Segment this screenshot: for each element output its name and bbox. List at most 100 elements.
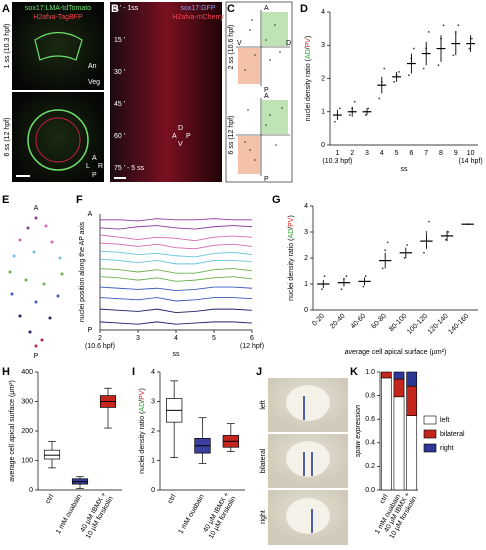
x-tick-label: 3	[365, 150, 369, 157]
x-axis-label: ss	[173, 351, 181, 358]
embryo	[286, 385, 330, 421]
panel-label: D	[300, 3, 308, 15]
y-axis-label-part: PV	[305, 38, 312, 48]
x-tick-label: 4	[174, 335, 178, 342]
x-tick-label: 140-160	[447, 313, 470, 336]
data-point	[470, 37, 473, 40]
y-axis-label: nuclei density ratio (AD/PV)	[288, 215, 295, 301]
x-tick-label: 4	[380, 150, 384, 157]
y-axis-label-part: nuclei density ratio (	[305, 58, 312, 121]
series-line	[99, 225, 253, 230]
y-axis-label-part: PV	[288, 217, 295, 227]
bar-segment	[380, 377, 392, 491]
legend-label: right	[440, 445, 454, 452]
x-tick-label: 5	[212, 335, 216, 342]
bar-segment	[380, 371, 392, 379]
group-label: right	[260, 510, 267, 524]
series-line	[99, 308, 253, 314]
micrograph	[110, 2, 222, 182]
axis-label: P	[264, 176, 269, 183]
data-point	[408, 74, 410, 77]
data-point	[398, 70, 400, 73]
y-tick-label: 1.0	[365, 369, 375, 376]
x-tick-label: 20-40	[329, 313, 347, 331]
outline	[35, 117, 81, 163]
data-point	[362, 285, 365, 288]
data-point	[393, 80, 395, 83]
y-tick-label: 0.6	[365, 416, 375, 423]
y-tick-label: 3	[321, 42, 325, 49]
data-point	[427, 31, 430, 33]
panel-c: 2 ss (10.6 hpf) 6 ss (12 hpf) A P V D A …	[225, 1, 293, 183]
axis-label: R	[98, 163, 103, 170]
quadrant	[238, 48, 260, 84]
panel-label: I	[132, 366, 135, 378]
label: sox17:GFP	[180, 5, 215, 12]
y-tick-label: 0	[321, 142, 325, 149]
bar-segment	[393, 378, 405, 398]
x-tick-label: 6	[250, 335, 254, 342]
panel-label: K	[350, 366, 358, 378]
embryo	[286, 441, 330, 477]
y-axis-label: nuclei density ratio (AD/PV)	[305, 36, 312, 122]
y-axis-label-part: AD	[139, 402, 146, 412]
y-tick-label: 4	[321, 9, 325, 16]
y-axis-label: nuclei density ratio (AD/PV)	[139, 388, 146, 474]
legend-swatch	[423, 443, 437, 453]
panel-j: left bilateral right	[260, 378, 348, 545]
data-point	[444, 238, 447, 241]
data-point	[425, 231, 428, 233]
y-axis-label-part: )	[139, 388, 146, 390]
series-line	[99, 268, 253, 274]
y-axis-label-part: PV	[139, 390, 146, 400]
data-point	[339, 107, 341, 110]
y-tick-label: 300	[21, 398, 33, 405]
panel-label: H	[2, 366, 10, 378]
y-axis-label: average cell apical surface (µm²)	[9, 380, 16, 482]
dots	[244, 19, 283, 161]
stage-label: 6 ss (12 hpf)	[228, 116, 235, 155]
y-tick-label: 1	[321, 109, 325, 116]
x-tick-label: 7	[424, 150, 428, 157]
data-point	[452, 54, 455, 57]
outline	[27, 109, 89, 171]
data-point	[437, 64, 440, 67]
time-label: 15 '	[114, 37, 125, 44]
axis-label: D	[178, 125, 183, 132]
frame	[225, 1, 293, 183]
y-tick-label: 400	[21, 369, 33, 376]
panel-label: J	[256, 366, 262, 378]
bar-segment	[406, 385, 418, 416]
data-point	[367, 107, 370, 110]
x-axis-label: average cell apical surface (µm²)	[345, 349, 447, 356]
legend-label: bilateral	[440, 431, 465, 438]
data-point	[321, 288, 323, 291]
x-tick-label: 5	[395, 150, 399, 157]
series-line	[99, 250, 253, 258]
y-tick-label: 0.0	[365, 487, 375, 494]
label: sox17:LMA-tdTomato	[25, 5, 91, 12]
stage-label: 1 ss (10.3 hpf)	[4, 24, 11, 69]
x-tick-label: 6	[409, 150, 413, 157]
series-line	[100, 218, 252, 222]
data-point	[348, 114, 351, 116]
x-tick-sublabel: (14 hpf)	[459, 158, 483, 165]
axis-label: V	[178, 141, 183, 148]
y-tick-label: 0	[151, 487, 155, 494]
data-point	[468, 47, 471, 50]
y-tick-label: 0.4	[365, 440, 375, 447]
x-axis-label: ss	[401, 166, 409, 173]
axis-end-label: A	[88, 211, 93, 218]
panel-label: E	[2, 194, 9, 206]
y-tick-label: 4	[304, 203, 308, 210]
y-tick-label: 0.8	[365, 392, 375, 399]
data-point	[364, 114, 367, 116]
data-point	[428, 220, 430, 223]
legend-swatch	[423, 415, 437, 425]
bar-segment	[406, 415, 418, 491]
panel-e: A P	[8, 205, 64, 360]
x-tick-label: 3	[136, 335, 140, 342]
x-tick-label: ctrl	[45, 493, 56, 505]
x-tick-sublabel: (10.3 hpf)	[322, 158, 352, 165]
